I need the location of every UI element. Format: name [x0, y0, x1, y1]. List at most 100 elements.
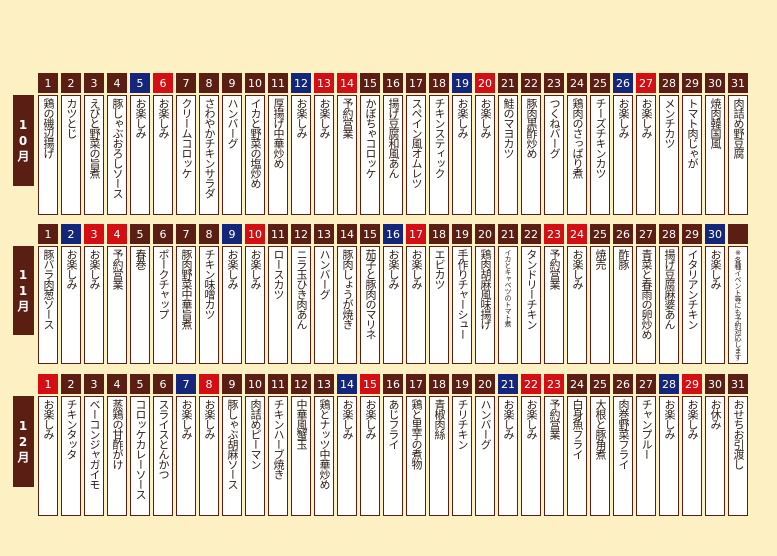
menu-item-text: 大根と豚角煮: [594, 399, 607, 459]
day-number: 8: [199, 224, 219, 244]
menu-item-text: ハンバーグ: [226, 98, 239, 148]
menu-item-text: スペイン風オムレツ: [410, 98, 423, 188]
menu-item-text: お休み: [709, 399, 722, 429]
menu-item-text: エビカツ: [433, 249, 446, 289]
menu-cell: チキンタッタ: [61, 396, 81, 516]
menu-cell: お楽しみ: [360, 396, 380, 516]
month-label: 10月: [13, 95, 34, 186]
menu-cell: 鶏とナッツ中華炒め: [314, 396, 334, 516]
day-number: 18: [429, 73, 449, 93]
menu-item-text: カツとじ: [65, 98, 78, 138]
menu-cell: コロッケカレーソース: [130, 396, 150, 516]
menu-item-text: 白身魚フライ: [571, 399, 584, 459]
day-number: 18: [429, 224, 449, 244]
day-number: 20: [475, 73, 495, 93]
menu-cell: 予約営業: [337, 95, 357, 215]
day-number: 7: [176, 224, 196, 244]
menu-item-text: 肉詰め野豆腐: [732, 98, 745, 158]
menu-cell: エビカツ: [429, 246, 449, 364]
menu-cell: 青椒肉絲: [429, 396, 449, 516]
day-number: 23: [544, 224, 564, 244]
menu-cell: 蒸鶏の甘酢がけ: [107, 396, 127, 516]
menu-cell: えびと野菜の旨煮: [84, 95, 104, 215]
menu-item-text: 鶏と里芋の煮物: [410, 399, 423, 469]
menu-item-text: メンチカツ: [663, 98, 676, 148]
menu-item-text: 焼肉韓国風: [709, 98, 722, 148]
menu-cell: 肉詰め野豆腐: [728, 95, 748, 215]
menu-cell: 焼売: [590, 246, 610, 364]
day-number: 12: [291, 224, 311, 244]
menu-cell: 茄子と豚肉のマリネ: [360, 246, 380, 364]
day-number: 13: [314, 73, 334, 93]
menu-item-text: 鶏の磯辺揚げ: [42, 98, 55, 158]
menu-cell: お楽しみ: [130, 95, 150, 215]
menu-cell: 予約営業: [544, 246, 564, 364]
day-number: 19: [452, 224, 472, 244]
menu-cell: 酢豚: [613, 246, 633, 364]
day-number: 14: [337, 374, 357, 394]
menu-item-text: ベーコンジャガイモ: [88, 399, 101, 489]
menu-item-text: おせちお引渡し: [732, 399, 745, 469]
menu-cell: 鶏の磯辺揚げ: [38, 95, 58, 215]
menu-cell: 揚げ豆腐和風あん: [383, 95, 403, 215]
menu-item-text: お楽しみ: [686, 399, 699, 439]
day-number: 8: [199, 374, 219, 394]
menu-cell: チリチキン: [452, 396, 472, 516]
menu-item-text: お楽しみ: [341, 399, 354, 439]
menu-item-text: お楽しみ: [203, 399, 216, 439]
menu-cell: 春巻: [130, 246, 150, 364]
day-number: 28: [659, 224, 679, 244]
menu-cell: チキンハーブ焼き: [268, 396, 288, 516]
day-number: 1: [38, 374, 58, 394]
menu-item-text: 豚バラ肉葱ソース: [42, 249, 55, 329]
day-number: 28: [659, 73, 679, 93]
menu-item-text: お楽しみ: [65, 249, 78, 289]
day-number: 31: [728, 73, 748, 93]
menu-item-text: お楽しみ: [318, 98, 331, 138]
menu-item-text: つくねバーグ: [548, 98, 561, 158]
menu-cell: お楽しみ: [452, 95, 472, 215]
menu-cell: スライスとんかつ: [153, 396, 173, 516]
day-number: 31: [728, 374, 748, 394]
day-number: 5: [130, 374, 150, 394]
day-number: 9: [222, 224, 242, 244]
menu-cell: お楽しみ: [682, 396, 702, 516]
menu-cell: ※各種イベント等にも予約対応します: [728, 246, 748, 364]
menu-item-text: 厚揚げ中華炒め: [272, 98, 285, 168]
menu-cell: お楽しみ: [636, 95, 656, 215]
menu-item-text: 予約営業: [548, 249, 561, 289]
menu-item-text: イカと野菜の塩炒め: [249, 98, 262, 188]
day-number: 15: [360, 224, 380, 244]
menu-item-text: お楽しみ: [479, 98, 492, 138]
menu-cell: お楽しみ: [659, 396, 679, 516]
menu-item-text: 青菜と春雨の卵炒め: [640, 249, 653, 339]
menu-cell: スペイン風オムレツ: [406, 95, 426, 215]
day-number: 21: [498, 374, 518, 394]
menu-cell: 鶏と里芋の煮物: [406, 396, 426, 516]
menu-item-text: お楽しみ: [617, 98, 630, 138]
menu-cell: 豚しゃぶおろしソース: [107, 95, 127, 215]
menu-cell: 肉詰めピーマン: [245, 396, 265, 516]
menu-cell: お楽しみ: [38, 396, 58, 516]
menu-cell: イカとキャベツのトマト煮: [498, 246, 518, 364]
menu-item-text: チキン味噌カツ: [203, 249, 216, 319]
menu-item-text: お楽しみ: [134, 98, 147, 138]
day-number: 11: [268, 224, 288, 244]
day-number: 6: [153, 73, 173, 93]
menu-cell: 豚肉野菜中華旨煮: [176, 246, 196, 364]
day-number: 2: [61, 73, 81, 93]
day-number: 17: [406, 224, 426, 244]
menu-cell: お楽しみ: [521, 396, 541, 516]
menu-item-text: 鶏とナッツ中華炒め: [318, 399, 331, 489]
menu-item-text: 揚げ豆腐麻婆あん: [663, 249, 676, 329]
day-number: 9: [222, 374, 242, 394]
menu-cell: 厚揚げ中華炒め: [268, 95, 288, 215]
day-number: 9: [222, 73, 242, 93]
day-number: 6: [153, 224, 173, 244]
menu-item-text: イタリアンチキン: [686, 249, 699, 329]
day-number: 30: [705, 73, 725, 93]
day-number: 4: [107, 73, 127, 93]
menu-item-text: お楽しみ: [42, 399, 55, 439]
menu-cell: メンチカツ: [659, 95, 679, 215]
day-number: 10: [245, 73, 265, 93]
